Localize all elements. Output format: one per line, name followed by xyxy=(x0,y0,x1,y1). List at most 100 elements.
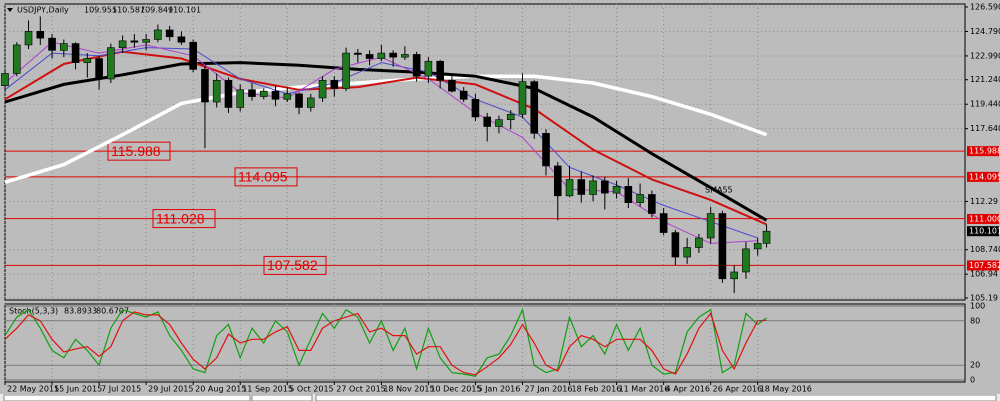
candle-body xyxy=(236,89,245,108)
level-box xyxy=(152,209,216,229)
y-tick-label: 117.640 xyxy=(970,124,1000,133)
x-tick-label: 29 Jul 2015 xyxy=(148,385,193,394)
x-tick-label: 5 Jan 2016 xyxy=(477,385,520,394)
stoch-panel xyxy=(4,303,966,383)
x-tick-label: 27 Jan 2016 xyxy=(524,385,572,394)
y-tick-label: 121.240 xyxy=(970,75,1000,84)
candle-body xyxy=(671,232,680,258)
x-tick-label: 18 Nov 2015 xyxy=(383,385,434,394)
menu-arrow[interactable] xyxy=(7,8,13,12)
level-box xyxy=(234,167,298,187)
candle-body xyxy=(36,31,45,39)
candle-body xyxy=(412,54,421,77)
candle-body xyxy=(318,79,327,99)
level-box xyxy=(263,255,327,275)
candle-body xyxy=(577,179,586,195)
x-tick-label: 5 Oct 2015 xyxy=(289,385,333,394)
x-tick-label: 27 Oct 2015 xyxy=(336,385,385,394)
annotation: SMA55 xyxy=(705,185,733,194)
y-tick-label: 119.440 xyxy=(970,100,1000,109)
level-label: 107.582 xyxy=(267,257,318,273)
stoch-d: 80.6707 xyxy=(96,307,129,316)
candle-body xyxy=(530,81,539,134)
candle-body xyxy=(248,89,256,97)
axis-marker-label: 111.000 xyxy=(969,214,1000,223)
y-tick-label: 108.740 xyxy=(970,245,1000,254)
x-tick-label: 10 Dec 2015 xyxy=(430,385,481,394)
candle-body xyxy=(401,54,409,58)
candle-body xyxy=(389,52,397,58)
candle-body xyxy=(259,90,268,97)
line-series xyxy=(4,50,767,226)
candle-body xyxy=(224,79,233,108)
x-tick-label: 20 Aug 2015 xyxy=(195,385,246,394)
tab[interactable] xyxy=(315,394,997,401)
candle-body xyxy=(624,186,633,203)
axis-marker xyxy=(967,146,999,157)
candle-body xyxy=(271,90,280,100)
candle-body xyxy=(189,41,197,70)
candle-body xyxy=(742,248,750,273)
axis-marker xyxy=(967,171,999,182)
candle-body xyxy=(283,93,292,100)
x-tick-label: 7 Jul 2015 xyxy=(101,385,141,394)
candle-body xyxy=(762,230,771,244)
line-series xyxy=(4,61,768,222)
axis-marker xyxy=(967,260,999,271)
ohlc-low: 109.849 xyxy=(140,6,173,15)
candle-body xyxy=(601,180,609,194)
candle-body xyxy=(506,113,515,121)
x-tick-label: 22 May 2015 xyxy=(7,385,59,394)
tab[interactable] xyxy=(251,394,313,401)
current-price-marker xyxy=(967,226,999,237)
candle-body xyxy=(471,99,480,118)
line-series xyxy=(4,47,758,239)
y-tick-label: 126.590 xyxy=(970,2,1000,11)
candle-body xyxy=(589,180,597,195)
candle-body xyxy=(495,119,503,127)
candle-body xyxy=(706,213,715,239)
level-label: 114.095 xyxy=(238,169,288,185)
candle-body xyxy=(295,93,303,108)
axis-marker-label: 107.582 xyxy=(969,261,1000,270)
candle-body xyxy=(565,179,574,197)
candle-body xyxy=(1,73,9,87)
candle-body xyxy=(483,116,492,127)
candle-body xyxy=(518,81,527,115)
candle-body xyxy=(330,79,339,89)
tab[interactable] xyxy=(3,394,251,401)
x-tick-label: 18 May 2016 xyxy=(760,385,812,394)
candle-body xyxy=(201,69,209,103)
level-box xyxy=(107,141,171,161)
candle-body xyxy=(354,52,362,55)
candle-body xyxy=(683,247,691,258)
candle-body xyxy=(177,36,186,43)
candle-body xyxy=(695,237,703,248)
axis-marker-label: 115.988 xyxy=(969,147,1000,156)
line-series xyxy=(4,74,768,184)
candle-body xyxy=(83,58,92,63)
y-tick-label: 80 xyxy=(970,316,980,325)
candle-body xyxy=(12,44,21,74)
candle-body xyxy=(553,165,562,197)
candle-body xyxy=(212,79,221,103)
candle-body xyxy=(118,40,127,48)
candle-body xyxy=(459,90,468,100)
y-tick-label: 105.19 xyxy=(970,293,998,302)
stoch-k: 83.8933 xyxy=(64,307,97,316)
candle-body xyxy=(142,39,150,43)
candle-body xyxy=(636,194,644,203)
candle-body xyxy=(342,52,350,89)
ohlc-high: 110.587 xyxy=(112,6,145,15)
candle-body xyxy=(365,54,374,59)
candle-body xyxy=(424,60,433,77)
line-series xyxy=(4,311,767,376)
x-tick-label: 26 Apr 2016 xyxy=(713,385,762,394)
candle-body xyxy=(60,43,68,51)
candle-body xyxy=(448,79,456,92)
y-tick-label: 122.990 xyxy=(970,51,1000,60)
y-tick-label: 100 xyxy=(970,302,985,311)
x-tick-label: 18 Feb 2016 xyxy=(572,385,622,394)
